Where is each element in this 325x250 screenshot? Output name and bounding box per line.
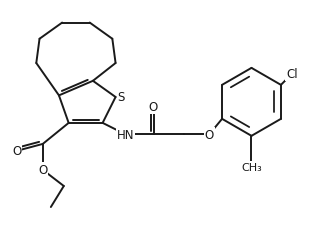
Text: Cl: Cl: [286, 68, 298, 81]
Text: O: O: [38, 164, 47, 176]
Text: CH₃: CH₃: [241, 162, 262, 172]
Text: O: O: [148, 101, 157, 114]
Text: O: O: [205, 128, 214, 141]
Text: O: O: [12, 144, 21, 157]
Text: S: S: [118, 90, 125, 104]
Text: HN: HN: [117, 128, 134, 141]
